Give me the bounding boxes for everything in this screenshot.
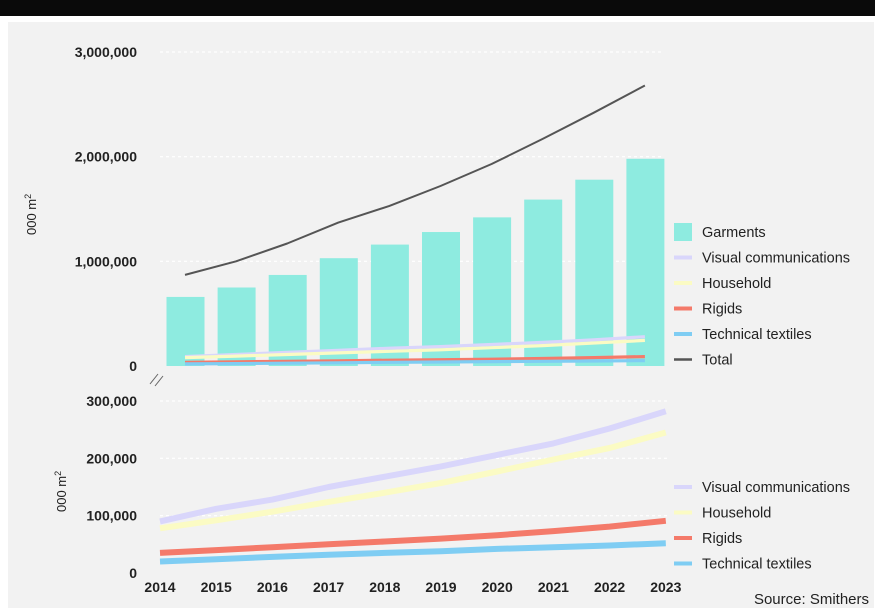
legend-label-technical-textiles: Technical textiles [702, 557, 812, 573]
x-tick-label: 2014 [144, 579, 175, 595]
x-tick-label: 2020 [482, 579, 513, 595]
bar-garments-2021 [524, 199, 563, 366]
legend-label-total: Total [702, 353, 733, 369]
legend-swatch-garments [674, 223, 692, 241]
source-label: Source: Smithers [753, 591, 869, 608]
y-tick-label: 2,000,000 [75, 149, 137, 165]
y-tick-label: 0 [129, 565, 137, 581]
bar-garments-2019 [422, 232, 460, 366]
y-axis-label-sup: 2 [53, 471, 63, 476]
line-technical-textiles [184, 359, 645, 366]
y-tick-label: 100,000 [86, 508, 137, 524]
line-rigids [184, 355, 645, 364]
y-axis-label-sup: 2 [23, 194, 33, 199]
line-visual-communications [159, 408, 667, 525]
x-tick-label: 2016 [257, 579, 288, 595]
x-tick-label: 2022 [594, 579, 625, 595]
line-technical-textiles [159, 540, 666, 565]
line-visual-communications [184, 335, 645, 359]
line-rigids [159, 517, 667, 556]
line-household [159, 429, 667, 532]
y-axis-label: 000 m2 [53, 471, 69, 512]
bar-garments-2022 [575, 179, 614, 366]
x-tick-label: 2015 [201, 579, 232, 595]
y-tick-label: 0 [129, 358, 137, 374]
legend-label-garments: Garments [702, 225, 766, 241]
title-bar [0, 0, 875, 16]
bar-garments-2020 [473, 217, 512, 366]
legend-label-rigids: Rigids [702, 531, 742, 547]
legend-label-household: Household [702, 276, 771, 292]
y-tick-label: 200,000 [86, 450, 137, 466]
y-axis-label: 000 m2 [23, 194, 39, 235]
line-total [184, 84, 646, 276]
y-tick-label: 300,000 [86, 393, 137, 409]
x-tick-label: 2023 [650, 579, 681, 595]
bar-garments-2023 [626, 158, 665, 366]
legend-label-household: Household [702, 506, 771, 522]
line-household [184, 338, 645, 360]
legend-label-technical-textiles: Technical textiles [702, 327, 812, 343]
bar-garments-2017 [319, 258, 358, 366]
legend-label-visual-communications: Visual communications [702, 480, 850, 496]
axis-break-mark [149, 373, 159, 385]
legend-label-rigids: Rigids [702, 302, 742, 318]
x-tick-label: 2018 [369, 579, 400, 595]
y-tick-label: 3,000,000 [75, 44, 137, 60]
x-tick-label: 2017 [313, 579, 344, 595]
legend-label-visual-communications: Visual communications [702, 251, 850, 267]
x-tick-label: 2021 [538, 579, 569, 595]
y-tick-label: 1,000,000 [75, 253, 137, 269]
axis-break-mark [154, 375, 164, 387]
x-tick-label: 2019 [425, 579, 456, 595]
bar-garments-2018 [370, 244, 409, 366]
